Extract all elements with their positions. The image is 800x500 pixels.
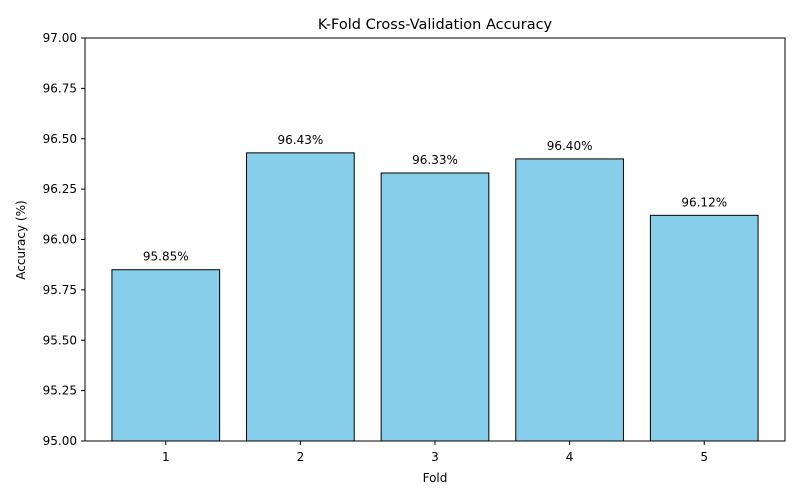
bar-fold-3	[380, 172, 490, 442]
bar-fold-4	[515, 158, 624, 442]
y-tick-label: 95.50	[43, 333, 77, 347]
bars-layer	[111, 152, 759, 442]
bar-fold-2	[246, 152, 355, 442]
bar-fold-5	[649, 214, 759, 442]
data-label-fold-2: 96.43%	[278, 133, 324, 147]
x-axis-title: Fold	[423, 471, 448, 485]
y-tick-label: 95.25	[43, 384, 77, 398]
data-label-fold-5: 96.12%	[681, 195, 727, 209]
y-tick-label: 96.75	[43, 81, 77, 95]
chart-title: K-Fold Cross-Validation Accuracy	[318, 17, 553, 33]
bar-fold-1	[111, 269, 221, 442]
data-label-fold-1: 95.85%	[143, 250, 189, 264]
y-axis-title: Accuracy (%)	[14, 200, 28, 279]
data-labels-layer: 95.85% 96.43% 96.33% 96.40% 96.12%	[143, 133, 727, 264]
x-tick-label: 1	[162, 450, 170, 464]
x-tick-label: 5	[700, 450, 708, 464]
x-tick-label: 3	[431, 450, 439, 464]
data-label-fold-3: 96.33%	[412, 153, 458, 167]
y-tick-label: 96.50	[43, 132, 77, 146]
y-tick-label: 97.00	[43, 31, 77, 45]
x-tick-label: 2	[297, 450, 305, 464]
plot-area-frame	[84, 37, 786, 442]
y-tick-label: 95.75	[43, 283, 77, 297]
y-axis: 95.00 95.25 95.50 95.75 96.00 96.25 96.50 96.75…	[43, 31, 85, 448]
y-tick-label: 96.25	[43, 182, 77, 196]
y-tick-label: 96.00	[43, 233, 77, 247]
data-label-fold-4: 96.40%	[547, 139, 593, 153]
x-axis: 1 2 3 4 5	[162, 441, 708, 464]
x-tick-label: 4	[566, 450, 574, 464]
y-tick-label: 95.00	[43, 434, 77, 448]
